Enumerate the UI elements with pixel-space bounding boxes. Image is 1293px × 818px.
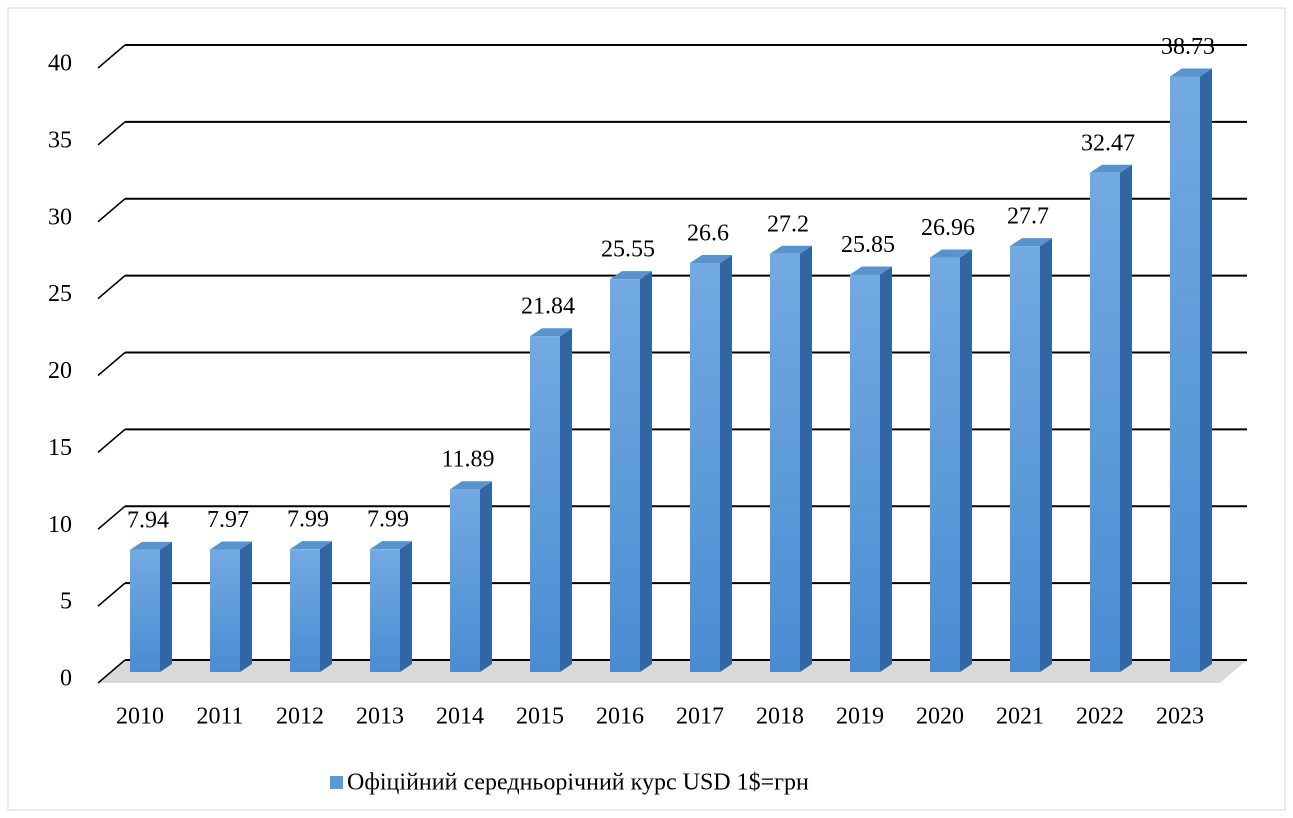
x-tick-label: 2015 (516, 704, 564, 730)
y-tick-label: 10 (48, 512, 72, 538)
bar (290, 549, 320, 672)
x-tick-label: 2010 (116, 704, 164, 730)
grid-line-side (97, 505, 126, 530)
bar (930, 257, 960, 672)
bar (450, 489, 480, 672)
x-tick-label: 2023 (1156, 704, 1204, 730)
bar-top (210, 541, 252, 550)
bar (1090, 172, 1120, 672)
bar (850, 274, 880, 672)
bar (530, 336, 560, 672)
y-tick-label: 5 (60, 589, 72, 615)
y-tick-label: 0 (60, 666, 72, 692)
grid-line-side (97, 275, 126, 300)
bar-top (770, 245, 812, 254)
x-tick-label: 2021 (996, 704, 1044, 730)
data-label: 7.97 (207, 507, 249, 533)
bar-side (960, 249, 972, 673)
bar-side (560, 328, 572, 672)
x-tick-label: 2012 (276, 704, 324, 730)
bar-side (800, 245, 812, 673)
legend-label: Офіційний середньорічний курс USD 1$=грн (347, 770, 809, 796)
grid-line-side (97, 659, 126, 684)
bar-top (1170, 68, 1212, 77)
data-label: 38.73 (1161, 34, 1215, 60)
bar-top (530, 328, 572, 337)
bar (1010, 246, 1040, 673)
bar-top (130, 541, 172, 550)
bar-side (160, 541, 172, 672)
y-tick-label: 35 (48, 127, 72, 153)
bar (370, 549, 400, 672)
grid-line-side (97, 428, 126, 453)
chart-frame (7, 7, 1286, 811)
data-label: 32.47 (1081, 130, 1135, 156)
data-label: 11.89 (441, 447, 494, 473)
bar-side (1040, 238, 1052, 673)
y-tick-label: 25 (48, 281, 72, 307)
data-label: 25.55 (601, 237, 655, 263)
grid-line-side (97, 351, 126, 377)
x-tick-label: 2016 (596, 704, 644, 730)
grid-line-side (97, 44, 126, 69)
grid-line-side (97, 582, 126, 607)
x-tick-label: 2020 (916, 704, 964, 730)
x-tick-label: 2014 (436, 704, 484, 730)
data-label: 26.6 (687, 221, 729, 247)
data-label: 25.85 (841, 232, 895, 258)
bar-side (400, 541, 412, 672)
data-label: 27.2 (767, 211, 809, 237)
grid-line-side (97, 198, 126, 223)
bar-top (610, 271, 652, 280)
y-tick-label: 20 (48, 358, 72, 384)
x-tick-label: 2011 (196, 704, 243, 730)
bar-top (290, 541, 332, 550)
x-tick-label: 2019 (836, 704, 884, 730)
bar-side (480, 481, 492, 672)
bar-top (370, 541, 412, 550)
bar-side (640, 271, 652, 672)
data-label: 27.7 (1007, 204, 1049, 230)
bar (210, 549, 240, 672)
bar-side (880, 266, 892, 672)
bar-side (240, 541, 252, 672)
bar-side (1120, 164, 1132, 672)
bar (770, 253, 800, 673)
bar (1170, 76, 1200, 673)
bar (130, 549, 160, 672)
bar-top (450, 481, 492, 490)
y-tick-label: 15 (48, 435, 72, 461)
bar-side (720, 255, 732, 672)
floor (98, 660, 1247, 683)
bar-top (690, 255, 732, 264)
bar-top (930, 249, 972, 258)
data-label: 21.84 (521, 294, 575, 320)
bar-top (1010, 238, 1052, 247)
bar-top (1090, 164, 1132, 173)
x-tick-label: 2013 (356, 704, 404, 730)
data-label: 7.99 (287, 507, 329, 533)
x-tick-label: 2017 (676, 704, 724, 730)
y-tick-label: 40 (48, 51, 72, 77)
bar-top (850, 266, 892, 275)
data-label: 7.99 (367, 507, 409, 533)
bar (690, 263, 720, 672)
y-tick-label: 30 (48, 204, 72, 230)
bar-side (320, 541, 332, 672)
legend-swatch (330, 776, 343, 789)
grid-line-side (97, 121, 126, 146)
x-tick-label: 2022 (1076, 704, 1124, 730)
x-tick-label: 2018 (756, 704, 804, 730)
bar-side (1200, 68, 1212, 673)
data-label: 7.94 (127, 507, 169, 533)
bar (610, 279, 640, 672)
data-label: 26.96 (921, 215, 975, 241)
